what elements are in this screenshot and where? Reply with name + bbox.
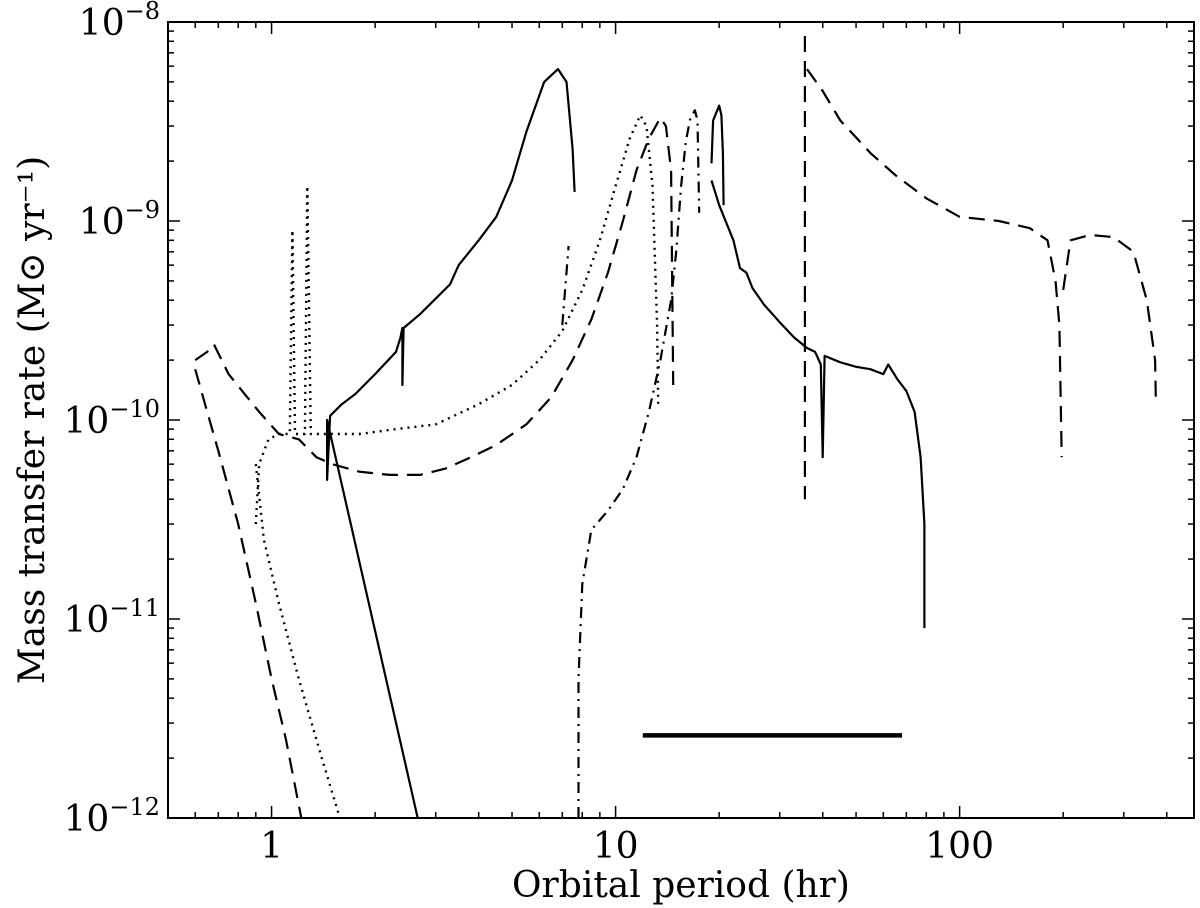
series-dashed-line-0 — [194, 116, 675, 476]
tick-layer: 1 10 100 10−8 10−9 10−10 10−11 10−12 — [64, 0, 1194, 867]
series-dashdot-line-1 — [561, 245, 570, 326]
y-tick-label: 10−9 — [79, 196, 160, 243]
series-dashed-line-1 — [194, 368, 303, 818]
y-axis-label: Mass transfer rate (M⊙ yr⁻¹) — [12, 156, 53, 684]
series-solid-line-1 — [710, 104, 725, 206]
series-layer — [194, 36, 1157, 818]
series-solid-line-0 — [326, 68, 576, 818]
plot-frame — [167, 21, 1195, 819]
series-dashed-line-4 — [1062, 233, 1157, 405]
y-tick-label: 10−8 — [79, 0, 160, 44]
x-axis-label: Orbital period (hr) — [512, 865, 850, 906]
series-dotted-line-1 — [254, 463, 342, 818]
y-tick-label: 10−11 — [64, 594, 160, 641]
x-tick-label: 1 — [260, 826, 283, 867]
x-tick-label: 10 — [593, 826, 639, 867]
x-tick-label: 100 — [925, 826, 994, 867]
series-dashdot-line-0 — [577, 109, 701, 818]
series-solid-line-2 — [710, 180, 926, 629]
y-tick-label: 10−10 — [64, 395, 160, 442]
y-tick-label: 10−12 — [64, 793, 160, 840]
series-dotted-line-0 — [254, 114, 660, 525]
series-dashed-line-3 — [806, 68, 1063, 458]
